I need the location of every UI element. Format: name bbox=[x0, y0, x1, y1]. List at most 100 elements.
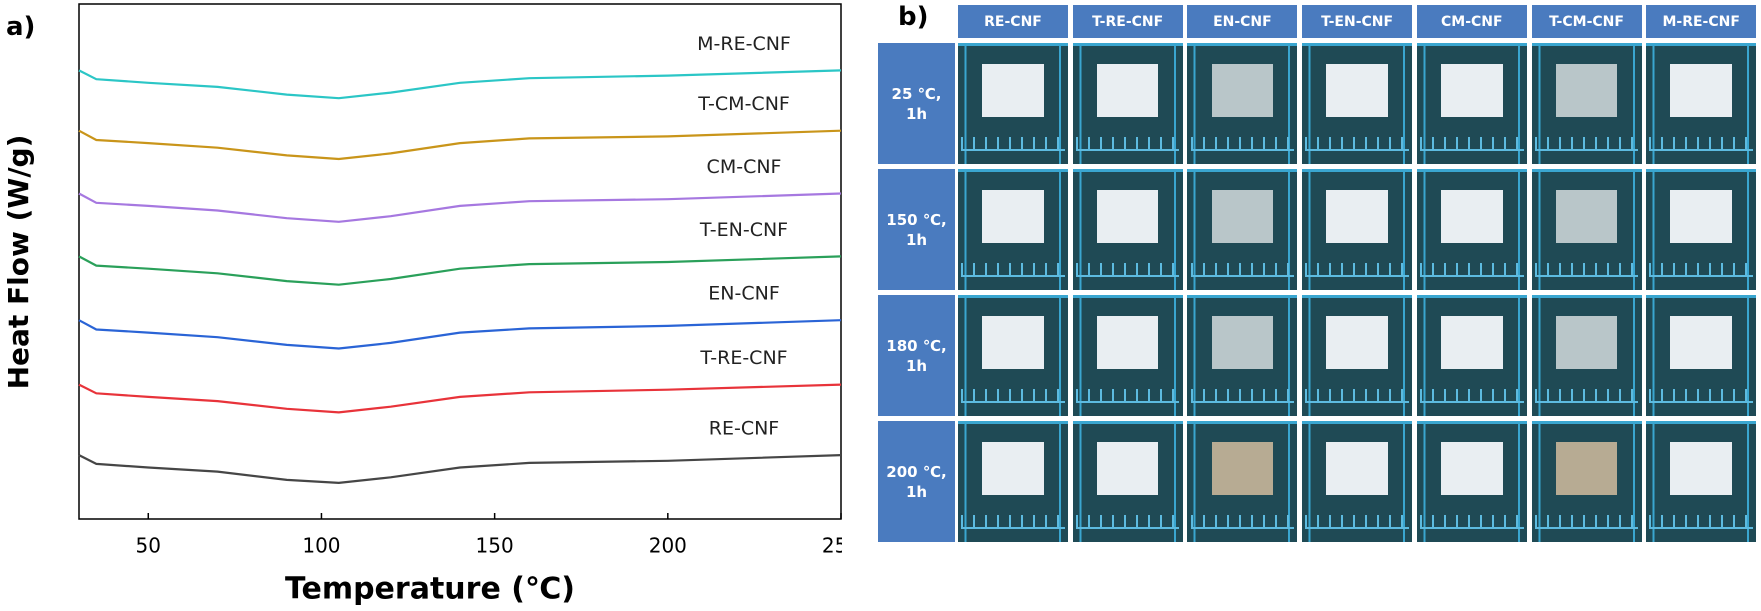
photo bbox=[1416, 421, 1527, 542]
column-header: T-CM-CNF bbox=[1531, 5, 1642, 38]
photo-ruler bbox=[1075, 263, 1180, 278]
x-tick-label: 50 bbox=[136, 534, 161, 558]
photo-ruler bbox=[1534, 389, 1639, 404]
photo-sq bbox=[1326, 441, 1388, 495]
column-header: EN-CNF bbox=[1187, 5, 1298, 38]
series-label: RE-CNF bbox=[709, 418, 779, 440]
series-label: T-CM-CNF bbox=[697, 93, 790, 115]
series-label: T-RE-CNF bbox=[699, 347, 787, 369]
series-label: EN-CNF bbox=[708, 283, 779, 305]
photo-ruler bbox=[961, 389, 1065, 404]
series-label: CM-CNF bbox=[707, 156, 782, 178]
photo-ruler bbox=[1649, 137, 1753, 152]
photo-sq bbox=[1440, 315, 1503, 369]
series-label: T-EN-CNF bbox=[699, 219, 788, 241]
photo bbox=[1646, 421, 1757, 542]
photo-ruler bbox=[1190, 389, 1295, 404]
photo-ruler bbox=[1075, 515, 1180, 530]
photo-ruler bbox=[1420, 263, 1524, 278]
photo-sq bbox=[1096, 189, 1159, 243]
photo-ruler bbox=[1534, 515, 1639, 530]
photo bbox=[1302, 43, 1413, 164]
photo-sq bbox=[1326, 315, 1388, 369]
photo-sq bbox=[982, 315, 1044, 369]
photo-sq bbox=[1326, 63, 1388, 117]
photo bbox=[1072, 421, 1183, 542]
photo-sq bbox=[1440, 189, 1503, 243]
photo-sq bbox=[1555, 315, 1618, 369]
column-header: T-RE-CNF bbox=[1072, 5, 1183, 38]
photo-sq bbox=[1211, 189, 1274, 243]
panel-label: a) bbox=[6, 12, 36, 42]
photo-sq bbox=[1440, 63, 1503, 117]
photo bbox=[1187, 421, 1298, 542]
photo-sq bbox=[1670, 63, 1732, 117]
photo bbox=[958, 169, 1068, 290]
photo bbox=[1531, 169, 1642, 290]
photo-ruler bbox=[1420, 515, 1524, 530]
photo-ruler bbox=[1190, 515, 1295, 530]
x-axis-title: Temperature (℃) bbox=[285, 572, 575, 607]
x-tick-label: 250 bbox=[822, 534, 842, 558]
photo bbox=[958, 421, 1068, 542]
photo bbox=[1646, 169, 1757, 290]
photo bbox=[1302, 295, 1413, 416]
photo-ruler bbox=[1305, 389, 1409, 404]
data-line bbox=[78, 319, 842, 350]
photo-ruler bbox=[1305, 137, 1409, 152]
photo-ruler bbox=[961, 137, 1065, 152]
photo-ruler bbox=[961, 263, 1065, 278]
photo-sq bbox=[1670, 189, 1732, 243]
photo-sq bbox=[1555, 189, 1618, 243]
photo-ruler bbox=[1534, 137, 1639, 152]
photo bbox=[1072, 295, 1183, 416]
x-tick-label: 100 bbox=[302, 534, 340, 558]
photo bbox=[1531, 295, 1642, 416]
photo-ruler bbox=[1075, 389, 1180, 404]
photo-sq bbox=[1211, 315, 1274, 369]
row-header: 25 ℃, 1h bbox=[878, 43, 955, 164]
row-header: 180 ℃, 1h bbox=[878, 295, 955, 416]
column-header: M-RE-CNF bbox=[1646, 5, 1757, 38]
photo-sq bbox=[982, 441, 1044, 495]
photo bbox=[958, 295, 1068, 416]
data-line bbox=[78, 383, 842, 414]
data-line bbox=[78, 192, 842, 223]
y-axis-title: Heat Flow (W/g) bbox=[2, 135, 35, 390]
photo-ruler bbox=[1420, 389, 1524, 404]
photo-sq bbox=[1211, 63, 1274, 117]
row-header: 200 ℃, 1h bbox=[878, 421, 955, 542]
data-line bbox=[78, 69, 842, 100]
photo-ruler bbox=[1534, 263, 1639, 278]
photo-ruler bbox=[1649, 389, 1753, 404]
data-line bbox=[78, 454, 842, 484]
photo bbox=[1072, 169, 1183, 290]
series-label: M-RE-CNF bbox=[697, 33, 791, 55]
photo-sq bbox=[1670, 441, 1732, 495]
photo-sq bbox=[982, 63, 1044, 117]
photo-ruler bbox=[1305, 515, 1409, 530]
photo-ruler bbox=[1075, 137, 1180, 152]
photo-sq bbox=[1555, 441, 1618, 495]
photo-sq bbox=[1326, 189, 1388, 243]
photo bbox=[1187, 295, 1298, 416]
photo bbox=[1646, 295, 1757, 416]
photo bbox=[1187, 43, 1298, 164]
data-line bbox=[78, 129, 842, 161]
photo-ruler bbox=[1305, 263, 1409, 278]
photo-sq bbox=[1670, 315, 1732, 369]
photo bbox=[1416, 169, 1527, 290]
column-header: T-EN-CNF bbox=[1302, 5, 1413, 38]
photo-ruler bbox=[1190, 263, 1295, 278]
column-header: CM-CNF bbox=[1416, 5, 1527, 38]
photo-ruler bbox=[1420, 137, 1524, 152]
photo-sq bbox=[1211, 441, 1274, 495]
photo-sq bbox=[1096, 63, 1159, 117]
photo bbox=[1531, 421, 1642, 542]
photo bbox=[1646, 43, 1757, 164]
photo-ruler bbox=[961, 515, 1065, 530]
photo-sq bbox=[1555, 63, 1618, 117]
x-tick-label: 150 bbox=[476, 534, 514, 558]
photo-sq bbox=[982, 189, 1044, 243]
photo-sq bbox=[1096, 315, 1159, 369]
